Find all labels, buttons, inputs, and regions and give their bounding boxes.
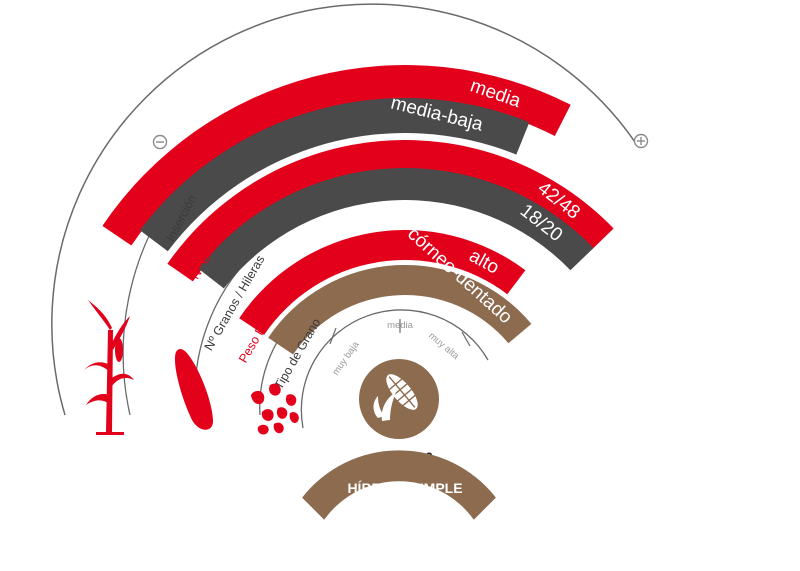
scale-tick-high — [461, 331, 471, 347]
corn-kernels-icon — [251, 383, 299, 435]
corn-cob-icon — [373, 374, 418, 421]
band-insercion — [139, 98, 530, 252]
band-altura — [102, 65, 571, 246]
scale-label-high: muy alta — [426, 330, 461, 362]
band-n-granos — [167, 139, 614, 282]
band-tipo-grano — [268, 264, 532, 355]
hybrid-type-label: HÍBRIDO SIMPLE — [347, 480, 462, 496]
scale-arc — [300, 309, 489, 429]
band-peso-especifico — [239, 230, 526, 335]
corn-plant-icon — [84, 300, 134, 435]
corn-ear-icon — [174, 349, 214, 430]
scale-tick-low — [329, 327, 337, 345]
plus-icon — [633, 133, 649, 149]
band-n-granos-hileras — [198, 167, 594, 289]
hybrid-type-badge — [302, 450, 496, 520]
scale-label-mid: media — [387, 320, 414, 331]
scale-label-low: muy baja — [330, 339, 362, 377]
minus-icon — [152, 134, 168, 150]
outer-arc — [51, 3, 638, 416]
